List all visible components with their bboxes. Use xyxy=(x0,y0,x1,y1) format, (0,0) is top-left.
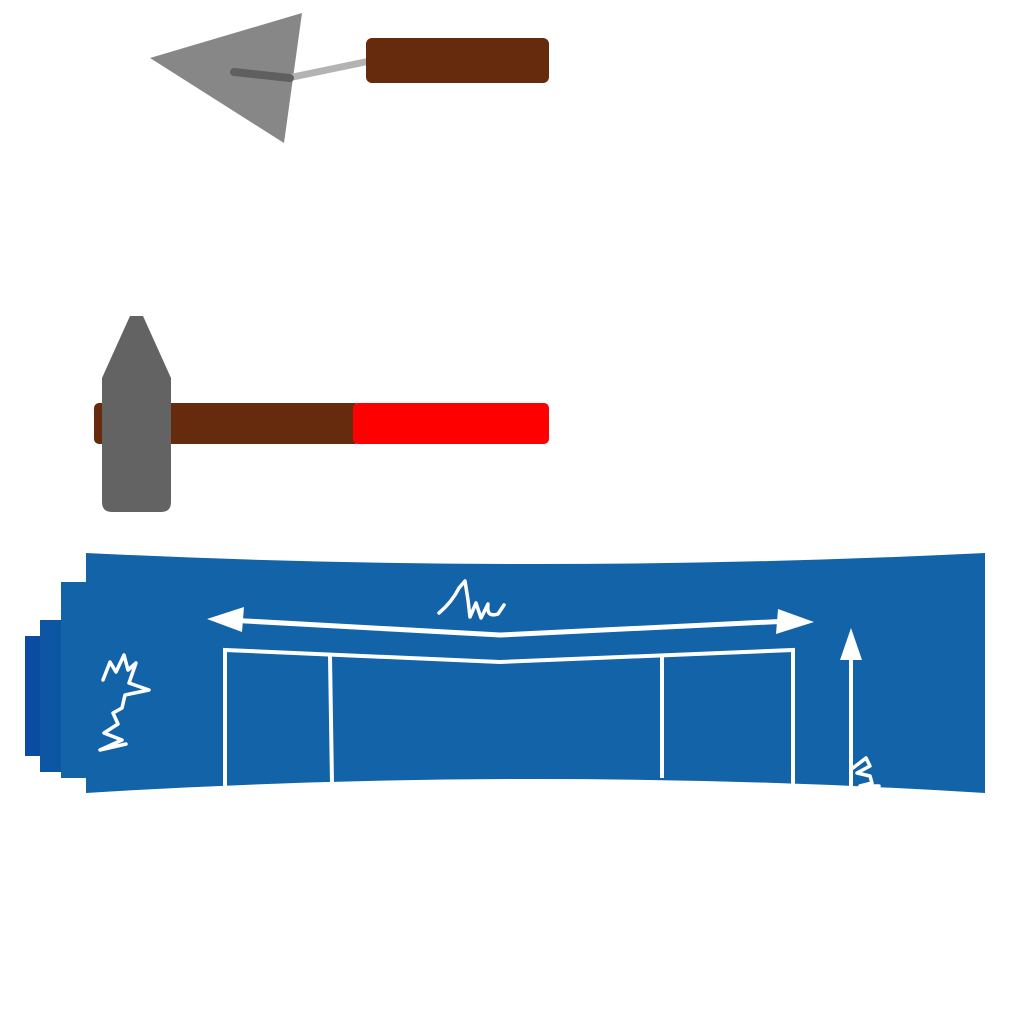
trowel-handle xyxy=(366,38,549,83)
height-scribble xyxy=(851,756,881,788)
blueprint-icon xyxy=(25,553,985,793)
width-arrowhead-right xyxy=(776,609,814,634)
blueprint-roll-layer-1 xyxy=(61,582,88,778)
width-dimension-arrow xyxy=(225,617,793,638)
hammer-icon xyxy=(94,316,549,512)
side-scribble xyxy=(98,653,151,752)
trowel-tang xyxy=(284,57,374,82)
blueprint-sheet xyxy=(86,553,985,793)
hammer-handle-grip xyxy=(353,403,549,444)
width-arrowhead-left xyxy=(207,607,244,632)
trowel-blade xyxy=(150,13,302,143)
hammer-head xyxy=(102,316,171,512)
scribble-annotations xyxy=(98,579,881,788)
trowel-icon xyxy=(150,13,549,143)
height-arrowhead xyxy=(840,628,862,660)
trowel-shank xyxy=(230,68,294,82)
blueprint-roll-layer-2 xyxy=(40,620,65,772)
width-scribble xyxy=(437,579,506,620)
building-outline xyxy=(223,647,795,786)
